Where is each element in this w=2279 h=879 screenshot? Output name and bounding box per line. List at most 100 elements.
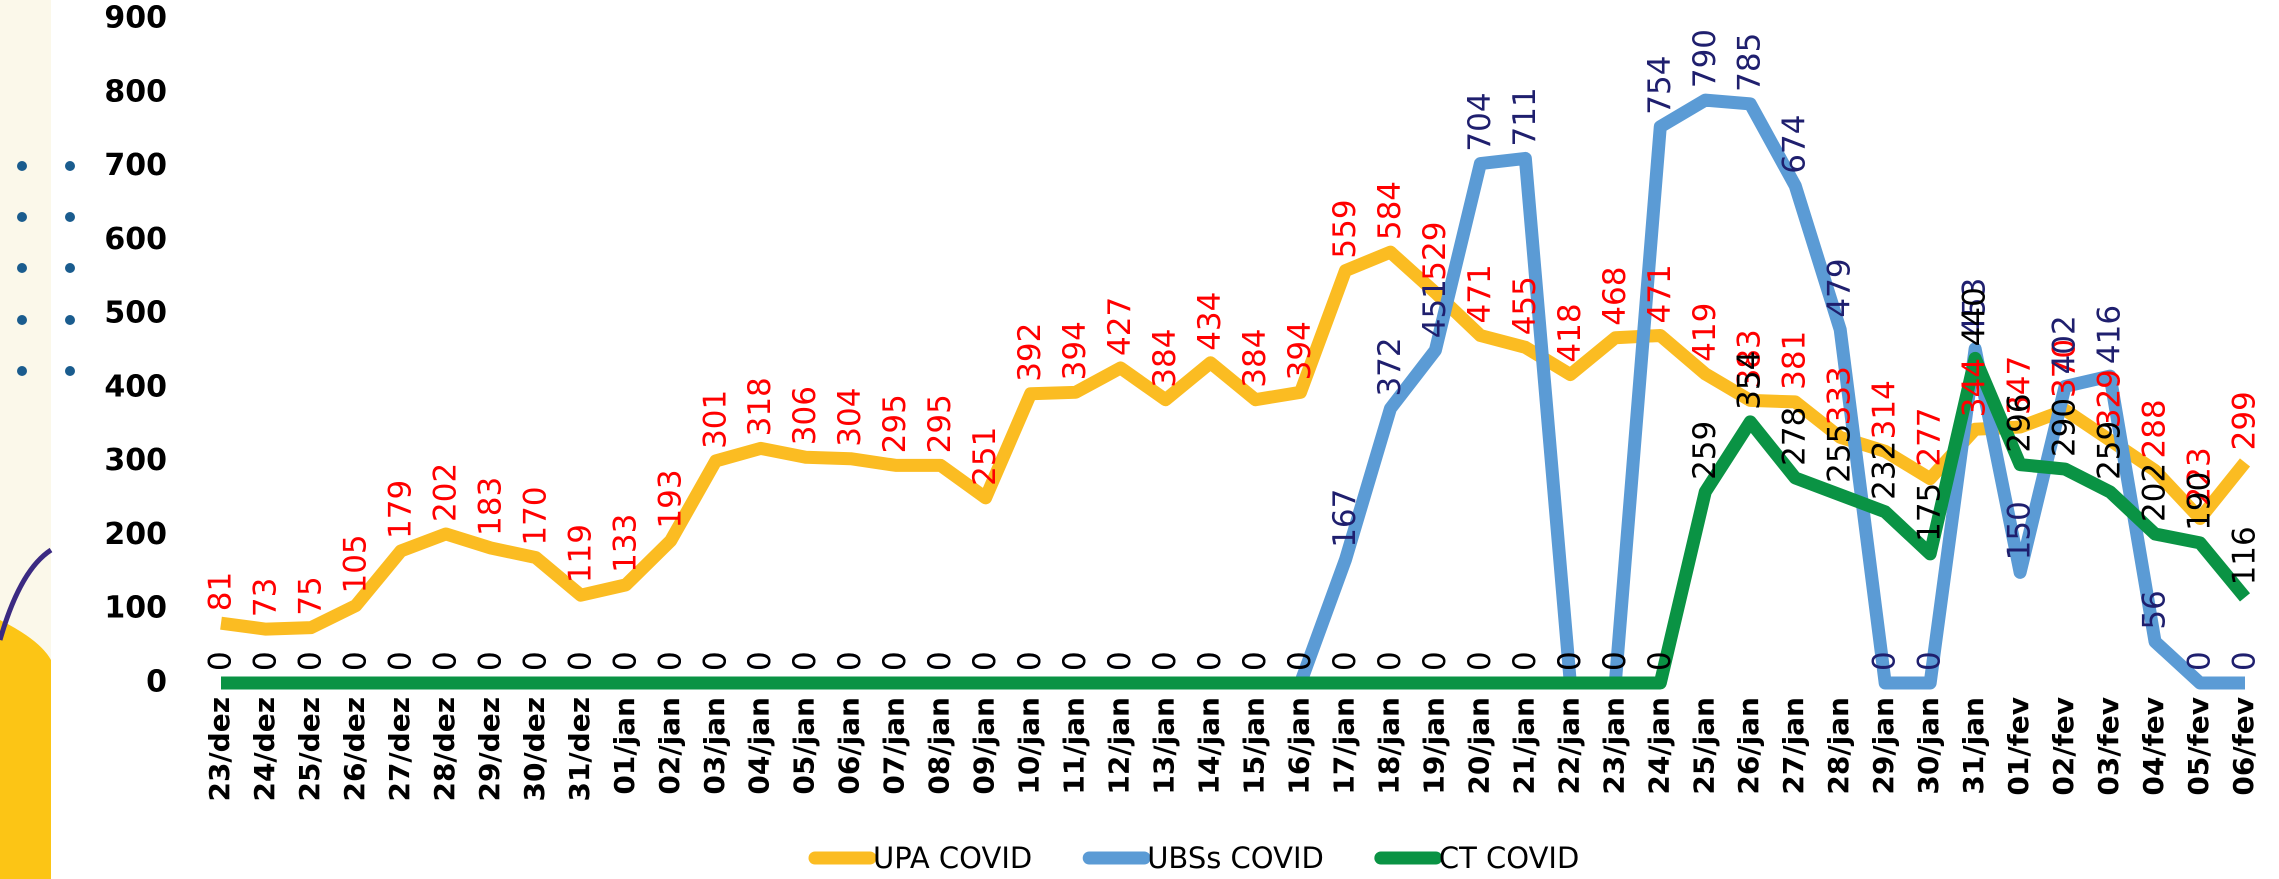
value-label: 0 xyxy=(517,651,553,671)
x-tick-label: 06/fev xyxy=(2227,697,2260,796)
value-label: 73 xyxy=(247,578,283,617)
value-label: 0 xyxy=(652,651,688,671)
x-tick-label: 17/jan xyxy=(1327,697,1360,795)
x-tick-label: 15/jan xyxy=(1237,697,1270,795)
series-line xyxy=(220,245,2251,636)
value-label: 0 xyxy=(1417,651,1453,671)
x-tick-label: 14/jan xyxy=(1193,697,1226,795)
x-tick-label: 21/jan xyxy=(1507,697,1540,795)
value-label: 0 xyxy=(1237,651,1273,671)
x-tick-label: 22/jan xyxy=(1552,697,1585,795)
value-label: 0 xyxy=(1462,651,1498,671)
x-tick-label: 31/dez xyxy=(563,697,596,802)
value-label: 179 xyxy=(382,480,418,539)
side-arc xyxy=(0,547,53,641)
value-label: 0 xyxy=(1147,651,1183,671)
value-label: 167 xyxy=(1327,489,1363,548)
value-label: 81 xyxy=(203,572,239,611)
value-label: 288 xyxy=(2137,399,2173,458)
x-tick-label: 30/jan xyxy=(1912,697,1945,795)
value-label: 419 xyxy=(1687,303,1723,362)
value-label: 0 xyxy=(832,651,868,671)
value-label: 0 xyxy=(1012,651,1048,671)
value-label: 202 xyxy=(2137,463,2173,522)
value-label: 290 xyxy=(2047,398,2083,457)
value-label: 175 xyxy=(1912,483,1948,542)
value-label: 105 xyxy=(337,534,373,593)
value-label: 232 xyxy=(1867,441,1903,500)
dots xyxy=(17,161,75,376)
value-label: 0 xyxy=(1282,651,1318,671)
value-label: 56 xyxy=(2137,590,2173,629)
x-tick-label: 09/jan xyxy=(968,697,1001,795)
x-tick-label: 03/fev xyxy=(2092,697,2125,796)
x-tick-label: 24/jan xyxy=(1642,697,1675,795)
value-label: 0 xyxy=(1372,651,1408,671)
value-label: 0 xyxy=(1507,651,1543,671)
value-label: 0 xyxy=(203,651,239,671)
x-tick-label: 30/dez xyxy=(518,697,551,802)
y-tick-label: 500 xyxy=(104,296,167,331)
x-tick-label: 26/dez xyxy=(338,697,371,802)
value-label: 0 xyxy=(1912,651,1948,671)
value-label: 455 xyxy=(1507,276,1543,335)
value-label: 304 xyxy=(832,388,868,447)
value-label: 0 xyxy=(292,651,328,671)
value-label: 704 xyxy=(1462,92,1498,151)
value-label: 0 xyxy=(922,651,958,671)
value-label: 75 xyxy=(292,576,328,615)
value-label: 202 xyxy=(427,463,463,522)
value-label: 434 xyxy=(1192,292,1228,351)
value-label: 790 xyxy=(1687,29,1723,88)
value-label: 301 xyxy=(697,390,733,449)
value-label: 0 xyxy=(1282,651,1318,671)
x-tick-label: 12/jan xyxy=(1103,697,1136,795)
value-label: 0 xyxy=(832,651,868,671)
y-tick-label: 900 xyxy=(104,1,167,36)
value-label: 295 xyxy=(922,394,958,453)
value-label: 0 xyxy=(2227,651,2263,671)
value-label: 0 xyxy=(1642,651,1678,671)
value-label: 0 xyxy=(1012,651,1048,671)
value-label: 0 xyxy=(1597,651,1633,671)
value-label: 0 xyxy=(1552,651,1588,671)
value-label: 416 xyxy=(2092,305,2128,364)
y-tick-label: 100 xyxy=(104,591,167,626)
value-label: 116 xyxy=(2227,526,2263,585)
x-tick-label: 11/jan xyxy=(1058,697,1091,795)
x-tick-label: 05/fev xyxy=(2182,697,2215,796)
value-label: 0 xyxy=(1192,651,1228,671)
value-label: 259 xyxy=(1687,421,1723,480)
value-label: 0 xyxy=(922,651,958,671)
x-tick-label: 24/dez xyxy=(248,697,281,802)
y-tick-label: 700 xyxy=(104,148,167,183)
value-label: 0 xyxy=(1057,651,1093,671)
value-label: 277 xyxy=(1912,407,1948,466)
value-label: 711 xyxy=(1507,87,1543,146)
value-label: 306 xyxy=(787,386,823,445)
value-label: 0 xyxy=(203,651,239,671)
value-label: 0 xyxy=(967,651,1003,671)
x-tick-label: 02/jan xyxy=(653,697,686,795)
x-tick-label: 28/jan xyxy=(1822,697,1855,795)
value-label: 372 xyxy=(1372,337,1408,396)
x-tick-label: 19/jan xyxy=(1417,697,1450,795)
x-tick-label: 27/dez xyxy=(383,697,416,802)
x-tick-label: 16/jan xyxy=(1282,697,1315,795)
x-tick-label: 08/jan xyxy=(923,697,956,795)
value-label: 0 xyxy=(607,651,643,671)
x-tick-label: 26/jan xyxy=(1732,697,1765,795)
value-label: 381 xyxy=(1777,331,1813,390)
x-tick-label: 18/jan xyxy=(1372,697,1405,795)
value-label: 314 xyxy=(1867,380,1903,439)
value-label: 0 xyxy=(877,651,913,671)
value-label: 133 xyxy=(607,514,643,573)
value-label: 754 xyxy=(1642,56,1678,115)
value-label: 0 xyxy=(697,651,733,671)
value-label: 370 xyxy=(2047,339,2083,398)
value-label: 471 xyxy=(1642,264,1678,323)
legend-label: CT COVID xyxy=(1439,841,1579,875)
x-tick-label: 25/jan xyxy=(1687,697,1720,795)
